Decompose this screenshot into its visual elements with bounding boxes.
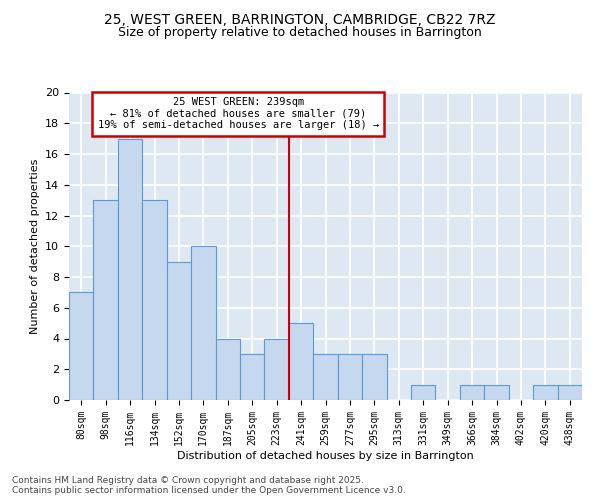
Bar <box>313 354 338 400</box>
Bar <box>118 138 142 400</box>
Bar <box>460 384 484 400</box>
Bar <box>94 200 118 400</box>
Bar <box>142 200 167 400</box>
Bar <box>240 354 265 400</box>
Text: Size of property relative to detached houses in Barrington: Size of property relative to detached ho… <box>118 26 482 39</box>
Bar <box>265 338 289 400</box>
Bar <box>215 338 240 400</box>
Y-axis label: Number of detached properties: Number of detached properties <box>29 158 40 334</box>
Bar <box>557 384 582 400</box>
Bar <box>411 384 436 400</box>
Bar <box>338 354 362 400</box>
Bar <box>191 246 215 400</box>
Text: Contains HM Land Registry data © Crown copyright and database right 2025.
Contai: Contains HM Land Registry data © Crown c… <box>12 476 406 495</box>
Bar <box>533 384 557 400</box>
Bar <box>69 292 94 400</box>
Bar <box>289 323 313 400</box>
Text: 25, WEST GREEN, BARRINGTON, CAMBRIDGE, CB22 7RZ: 25, WEST GREEN, BARRINGTON, CAMBRIDGE, C… <box>104 12 496 26</box>
Bar <box>362 354 386 400</box>
Bar <box>484 384 509 400</box>
Bar <box>167 262 191 400</box>
X-axis label: Distribution of detached houses by size in Barrington: Distribution of detached houses by size … <box>177 450 474 460</box>
Text: 25 WEST GREEN: 239sqm
← 81% of detached houses are smaller (79)
19% of semi-deta: 25 WEST GREEN: 239sqm ← 81% of detached … <box>98 97 379 130</box>
